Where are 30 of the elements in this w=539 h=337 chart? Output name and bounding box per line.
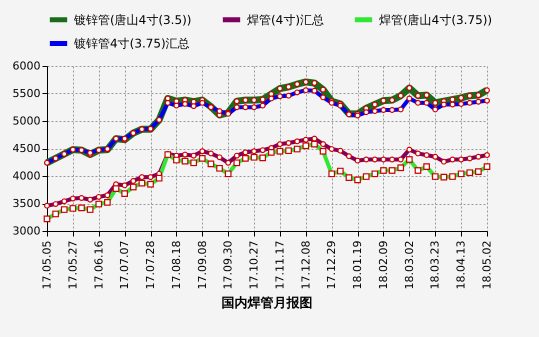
- x-tick-label: 17.09.30: [222, 240, 235, 290]
- y-tick-label: 3500: [12, 197, 40, 210]
- x-tick-label: 18.04.13: [454, 240, 468, 290]
- y-tick-label: 5500: [12, 87, 40, 100]
- y-tick-label: 4000: [12, 170, 40, 182]
- legend-label: 镀锌管(唐山4寸(3.5)): [73, 12, 192, 27]
- x-tick-label: 18.05.02: [480, 240, 494, 290]
- y-tick-label: 6000: [12, 60, 40, 72]
- x-tick-label: 17.05.05: [40, 240, 54, 290]
- x-tick-label: 17.06.16: [92, 240, 106, 290]
- y-tick-label: 3000: [12, 224, 40, 238]
- x-tick-label: 17.11.17: [273, 240, 286, 290]
- x-tick-label: 17.12.08: [299, 240, 312, 290]
- legend-label: 焊管(4寸)汇总: [247, 12, 324, 27]
- x-tick-label: 17.07.28: [144, 240, 158, 290]
- y-tick-label: 4500: [12, 142, 40, 155]
- legend-label: 镀锌管4寸(3.75)汇总: [73, 36, 190, 50]
- x-tick-label: 18.03.02: [402, 240, 416, 290]
- x-tick-label: 18.02.09: [376, 240, 390, 290]
- legend-label: 焊管(唐山4寸(3.75)): [379, 12, 492, 27]
- x-tick-label: 17.10.27: [248, 240, 261, 290]
- x-tick-label: 18.01.19: [351, 240, 364, 290]
- x-tick-label: 17.07.07: [118, 240, 132, 290]
- y-tick-label: 5000: [12, 114, 40, 128]
- x-tick-label: 17.12.29: [325, 240, 338, 290]
- text: 国内焊管月报图: [222, 296, 312, 311]
- x-tick-label: 18.03.23: [428, 240, 442, 290]
- x-tick-label: 17.09.08: [196, 240, 209, 290]
- x-tick-label: 17.05.27: [66, 240, 80, 290]
- x-tick-label: 17.08.18: [170, 240, 183, 290]
